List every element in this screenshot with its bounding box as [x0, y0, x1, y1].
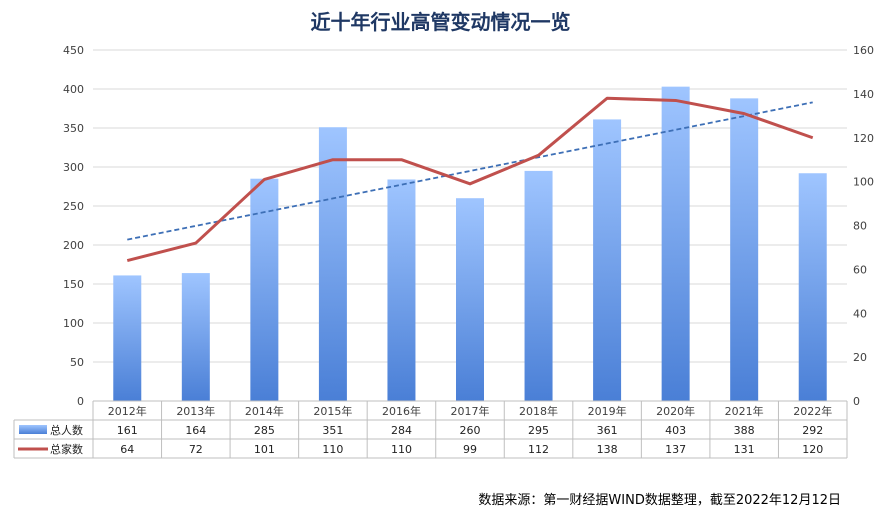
- left-axis-tick: 200: [63, 239, 84, 252]
- category-label: 2015年: [313, 404, 352, 418]
- legend-label: 总家数: [50, 442, 83, 456]
- data-table-cell: 138: [597, 443, 618, 456]
- data-table-cell: 101: [254, 443, 275, 456]
- category-label: 2020年: [656, 404, 695, 418]
- left-axis-tick: 350: [63, 122, 84, 135]
- category-label: 2019年: [588, 404, 627, 418]
- category-label: 2014年: [245, 404, 284, 418]
- bar: [456, 198, 484, 401]
- left-axis-tick: 50: [70, 356, 84, 369]
- left-axis-tick: 300: [63, 161, 84, 174]
- bar: [318, 127, 347, 401]
- category-label: 2012年: [108, 404, 147, 418]
- data-table-cell: 164: [185, 424, 206, 437]
- category-label: 2016年: [382, 404, 421, 418]
- category-label: 2018年: [519, 404, 558, 418]
- legend-label: 总人数: [50, 423, 83, 437]
- bar: [798, 173, 827, 401]
- left-axis-tick: 450: [63, 44, 84, 57]
- data-table-cell: 112: [528, 443, 549, 456]
- data-table-cell: 361: [597, 424, 618, 437]
- data-table-cell: 120: [802, 443, 823, 456]
- left-axis-tick: 250: [63, 200, 84, 213]
- legend-bar-key: [19, 425, 47, 434]
- left-axis-tick: 150: [63, 278, 84, 291]
- right-axis-tick: 120: [853, 132, 874, 145]
- data-table-cell: 284: [391, 424, 412, 437]
- bar: [387, 179, 416, 401]
- left-axis-tick: 100: [63, 317, 84, 330]
- right-axis-tick: 40: [853, 307, 867, 320]
- chart-title: 近十年行业高管变动情况一览: [310, 10, 571, 34]
- right-axis-tick: 60: [853, 263, 867, 276]
- source-note: 数据来源：第一财经据WIND数据整理，截至2022年12月12日: [478, 493, 841, 508]
- bar: [730, 98, 759, 402]
- data-table-cell: 292: [802, 424, 823, 437]
- data-table-cell: 64: [120, 443, 134, 456]
- data-table-cell: 285: [254, 424, 275, 437]
- data-table-cell: 161: [117, 424, 138, 437]
- right-axis-tick: 20: [853, 351, 867, 364]
- data-table-cell: 110: [322, 443, 343, 456]
- right-axis-tick: 160: [853, 44, 874, 57]
- data-table-cell: 137: [665, 443, 686, 456]
- data-table-cell: 295: [528, 424, 549, 437]
- trendline: [127, 101, 813, 241]
- category-label: 2017年: [451, 404, 490, 418]
- bar: [524, 170, 553, 401]
- data-table-cell: 403: [665, 424, 686, 437]
- bar: [181, 273, 210, 401]
- right-axis-tick: 0: [853, 395, 860, 408]
- bar: [113, 275, 142, 401]
- line-series-total-companies: [126, 96, 814, 263]
- right-axis-tick: 140: [853, 88, 874, 101]
- left-axis-tick: 0: [77, 395, 84, 408]
- bar: [593, 119, 622, 402]
- right-axis-tick: 100: [853, 176, 874, 189]
- right-axis-tick: 80: [853, 220, 867, 233]
- bar: [250, 178, 279, 401]
- bar: [661, 86, 690, 401]
- data-table-cell: 131: [734, 443, 755, 456]
- data-table-cell: 99: [463, 443, 477, 456]
- category-label: 2022年: [793, 404, 832, 418]
- data-table-cell: 351: [322, 424, 343, 437]
- data-table-cell: 110: [391, 443, 412, 456]
- left-axis-tick: 400: [63, 83, 84, 96]
- category-label: 2013年: [176, 404, 215, 418]
- data-table-cell: 260: [460, 424, 481, 437]
- data-table-cell: 72: [189, 443, 203, 456]
- data-table-cell: 388: [734, 424, 755, 437]
- category-label: 2021年: [725, 404, 764, 418]
